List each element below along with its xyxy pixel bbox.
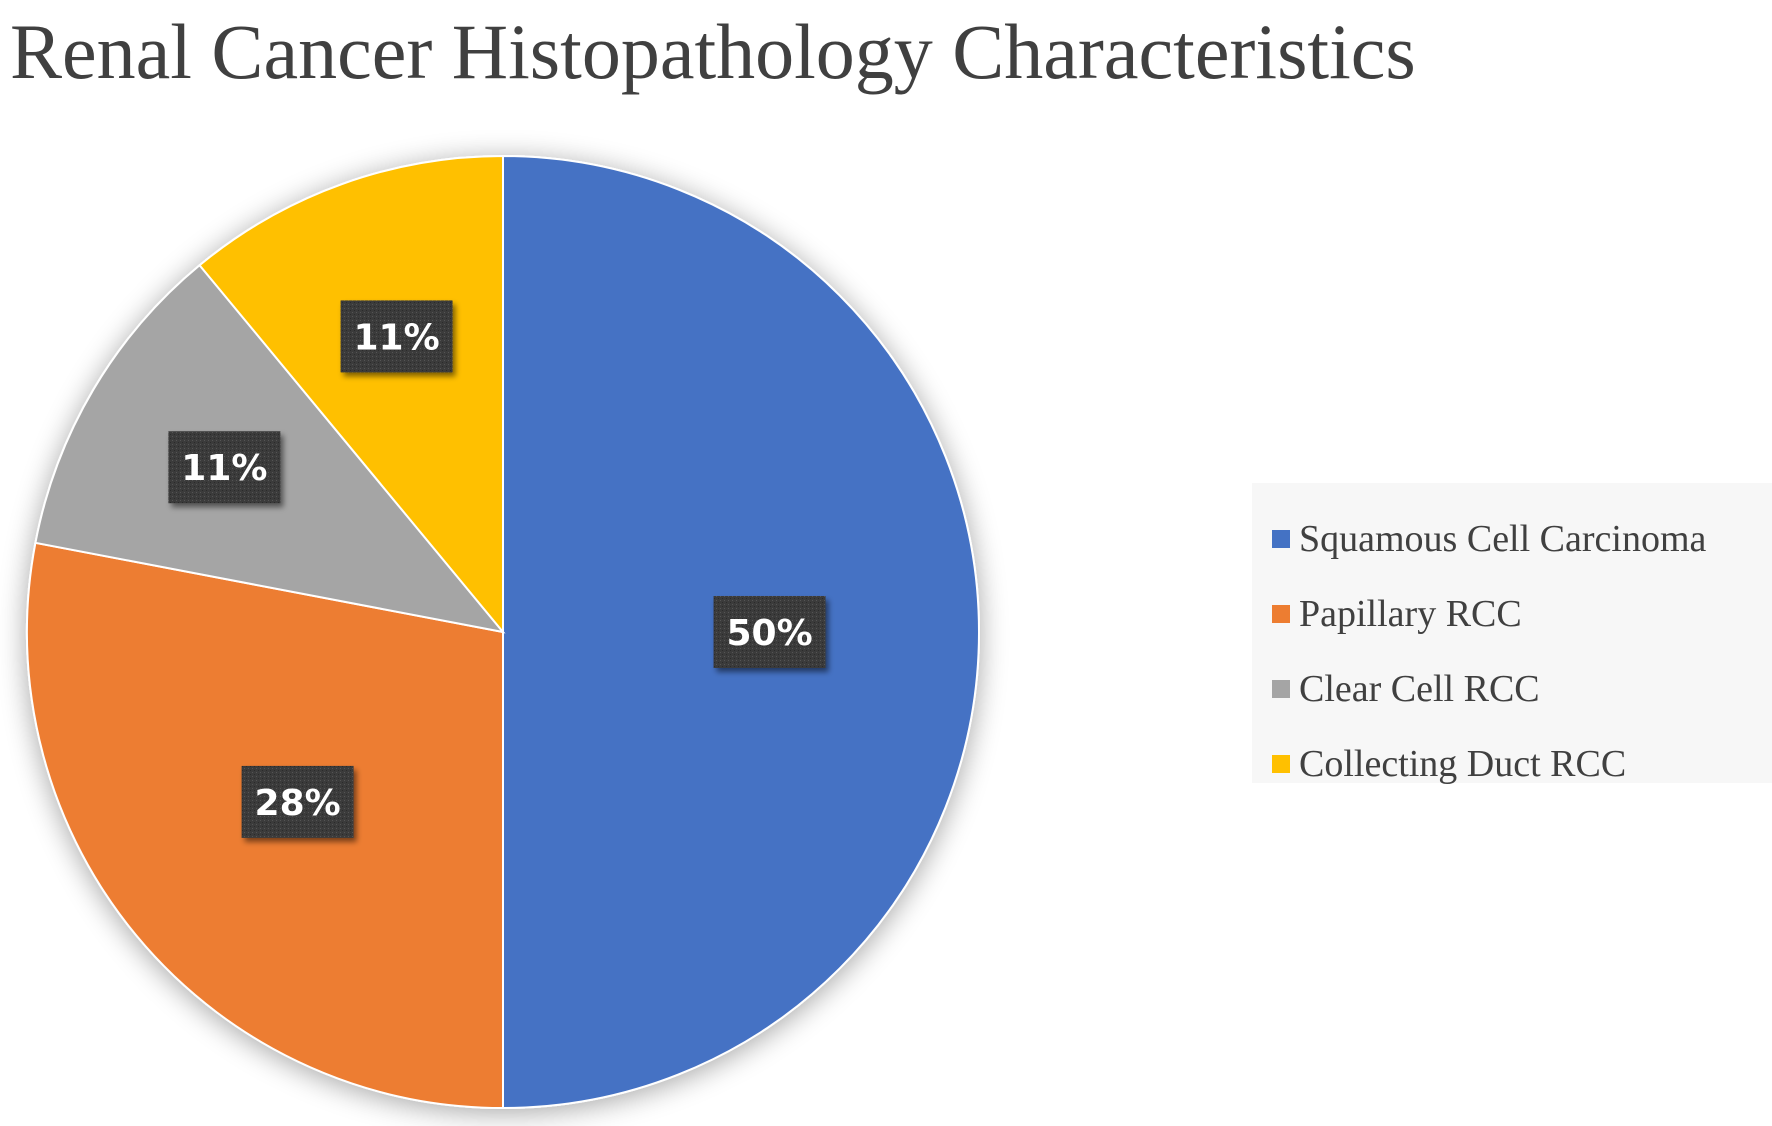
data-label-clear-cell-rcc: 11% [168,431,281,504]
data-label-collecting-duct-rcc: 11% [340,300,453,373]
legend-swatch [1272,604,1290,623]
legend-label: Papillary RCC [1299,592,1522,635]
legend-swatch [1272,529,1290,548]
data-label-squamous-cell-carcinoma: 50% [713,596,826,668]
svg-text:11%: 11% [353,317,439,358]
pie-slices [26,154,980,1110]
chart-title: Renal Cancer Histopathology Characterist… [10,8,1416,95]
legend-label: Collecting Duct RCC [1299,742,1627,785]
data-label-papillary-rcc: 28% [241,765,354,838]
legend-item-collecting-duct-rcc: Collecting Duct RCC [1272,726,1772,801]
legend-item-clear-cell-rcc: Clear Cell RCC [1272,651,1772,726]
legend-item-papillary-rcc: Papillary RCC [1272,576,1772,651]
pie-slice-collecting-duct-rcc [198,154,504,635]
pie-data-labels: 50% 28% 11% 11% [168,300,826,838]
svg-text:11%: 11% [181,448,267,489]
svg-text:50%: 50% [726,613,812,654]
legend-label: Squamous Cell Carcinoma [1299,517,1707,560]
legend-swatch [1272,679,1290,698]
legend-swatch [1272,754,1290,773]
legend: Squamous Cell Carcinoma Papillary RCC Clea… [1252,483,1772,785]
legend-label: Clear Cell RCC [1299,667,1540,710]
svg-text:28%: 28% [255,783,341,824]
legend-item-squamous-cell-carcinoma: Squamous Cell Carcinoma [1272,501,1772,576]
